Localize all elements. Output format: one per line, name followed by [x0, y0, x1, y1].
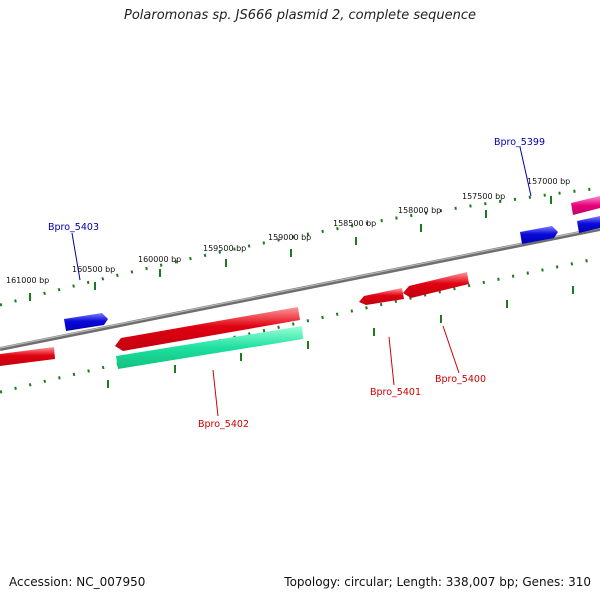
gene-label-bpro-5401: Bpro_5401	[370, 387, 421, 398]
gene-label-bpro-5402: Bpro_5402	[198, 419, 249, 430]
map-title: Polaromonas sp. JS666 plasmid 2, complet…	[123, 8, 476, 23]
gene-feature-bpro-5402[interactable]	[116, 326, 303, 369]
gene-feature-bpro-5402-upper[interactable]	[115, 307, 300, 351]
gene-feature-reverse[interactable]	[0, 347, 55, 366]
gene-feature-bpro-5401[interactable]	[359, 288, 404, 305]
gene-labels: Bpro_5399 Bpro_5403 Bpro_5402 Bpro_5401 …	[48, 137, 545, 430]
gene-feature-bpro-5400[interactable]	[403, 272, 469, 298]
major-ticks	[29, 196, 574, 388]
sequence-summary: Topology: circular; Length: 338,007 bp; …	[284, 575, 591, 589]
gene-feature-pink[interactable]	[571, 196, 600, 215]
tick-label: 159000 bp	[268, 233, 311, 242]
tick-label: 158000 bp	[398, 206, 441, 215]
tick-label: 160000 bp	[138, 255, 181, 264]
tick-label: 160500 bp	[72, 265, 115, 274]
sequence-backbone	[0, 227, 600, 351]
gene-feature-bpro-5399[interactable]	[520, 226, 558, 244]
gene-feature-bpro-5403[interactable]	[64, 313, 108, 331]
tick-label: 159500 bp	[203, 244, 246, 253]
tick-label: 157000 bp	[527, 177, 570, 186]
gene-label-bpro-5399: Bpro_5399	[494, 137, 545, 148]
callout-lines	[71, 146, 532, 417]
tick-label: 161000 bp	[6, 276, 49, 285]
gene-feature-forward[interactable]	[577, 216, 600, 233]
scale-labels: 161000 bp 160500 bp 160000 bp 159500 bp …	[6, 177, 570, 285]
tick-label: 157500 bp	[462, 192, 505, 201]
gene-label-bpro-5400: Bpro_5400	[435, 374, 486, 385]
gene-label-bpro-5403: Bpro_5403	[48, 222, 99, 233]
tick-label: 158500 bp	[333, 219, 376, 228]
accession-text: Accession: NC_007950	[9, 575, 146, 589]
